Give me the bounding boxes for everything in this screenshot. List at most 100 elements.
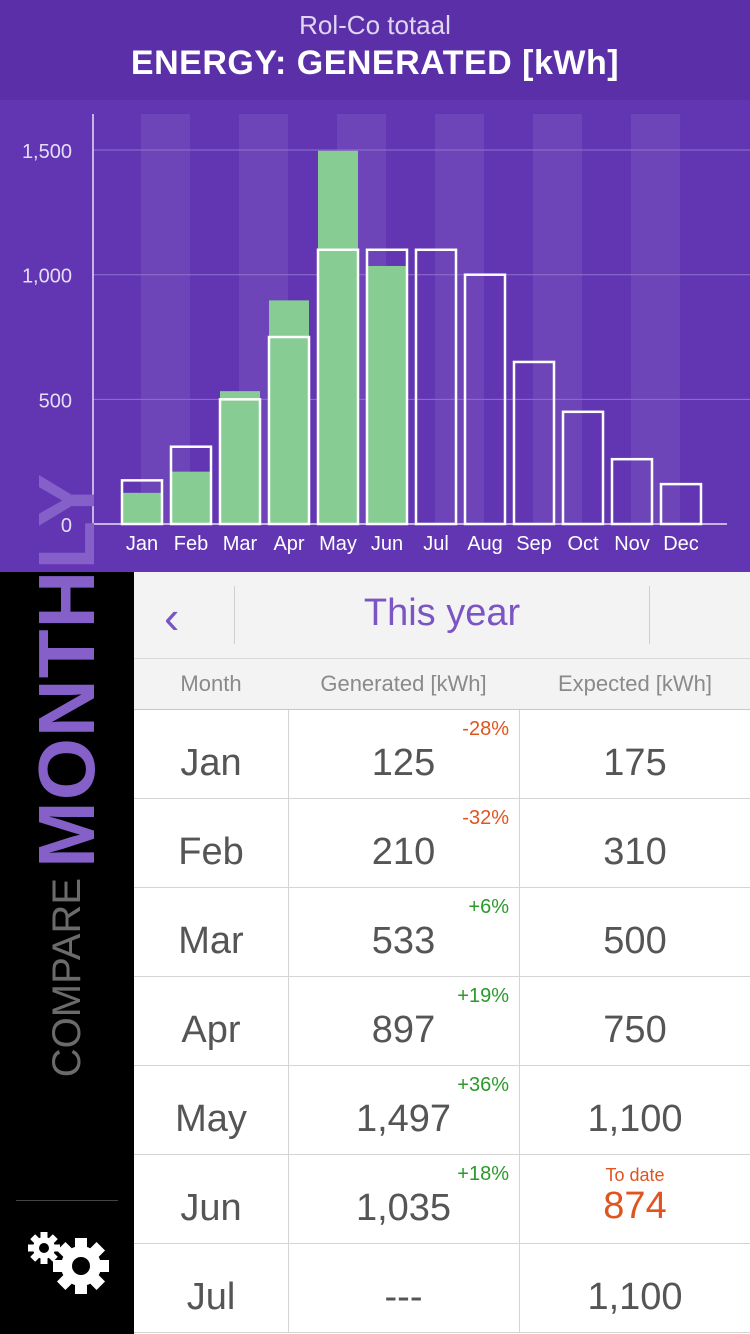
generated-bar [367, 265, 407, 524]
expected-bar [561, 410, 605, 526]
app-header: Rol-Co totaal ENERGY: GENERATED [kWh] [0, 0, 750, 100]
chart-band [533, 114, 582, 524]
generated-value: 1,497 [355, 1098, 452, 1140]
sidebar [0, 572, 134, 1334]
month-cell: May [134, 1066, 289, 1154]
generated-value: 533 [371, 920, 436, 962]
nav-divider-right [649, 586, 650, 644]
nav-divider-left [234, 586, 235, 644]
generated-cell: +6% 533 [288, 888, 520, 976]
expected-cell: 310 [520, 799, 750, 887]
compare-mode-label[interactable]: COMPARE MONTHLY [21, 473, 113, 1077]
generated-value: 897 [371, 1009, 436, 1051]
month-label: Jul [186, 1276, 236, 1318]
expected-value: 175 [603, 742, 667, 784]
expected-bar [610, 457, 654, 526]
table-header: Month Generated [kWh] Expected [kWh] [134, 659, 750, 710]
header-subtitle: Rol-Co totaal [299, 10, 451, 40]
gears-icon[interactable] [26, 1228, 116, 1298]
y-tick-label: 1,500 [22, 141, 72, 163]
month-cell: Jan [134, 710, 289, 798]
table-row[interactable]: Apr +19% 897 750 [134, 977, 750, 1066]
expected-bar [316, 248, 360, 526]
expected-value: 1,100 [587, 1276, 683, 1318]
x-tick-label: Jan [126, 533, 158, 555]
expected-cell: 1,100 [520, 1066, 750, 1154]
table-row[interactable]: Feb -32% 210 310 [134, 799, 750, 888]
x-tick-label: Feb [174, 533, 208, 555]
expected-cell: 500 [520, 888, 750, 976]
x-tick-label: Jul [423, 533, 449, 555]
chart-band [435, 114, 484, 524]
change-percent: -28% [462, 718, 509, 740]
x-tick-label: Oct [567, 533, 599, 555]
table-row[interactable]: Jul --- 1,100 [134, 1244, 750, 1333]
expected-cell: To date 874 [520, 1155, 750, 1243]
generated-bar [220, 391, 260, 524]
chevron-left-icon[interactable]: ‹ [164, 591, 180, 643]
header-month: Month [180, 671, 242, 696]
y-tick-label: 1,000 [22, 266, 72, 288]
generated-cell: --- [288, 1244, 520, 1332]
generated-cell: -28% 125 [288, 710, 520, 798]
x-tick-label: Apr [273, 533, 304, 555]
month-label: Jan [180, 742, 242, 784]
expected-bar [267, 335, 311, 526]
month-label: Jun [180, 1187, 242, 1229]
sidebar-divider [16, 1200, 118, 1201]
header-generated: Generated [kWh] [320, 671, 487, 696]
x-tick-label: Mar [223, 533, 258, 555]
table-row[interactable]: Mar +6% 533 500 [134, 888, 750, 977]
expected-bar [512, 360, 556, 526]
x-tick-label: Sep [516, 533, 552, 555]
expected-bar [218, 398, 262, 526]
x-tick-label: Dec [663, 533, 699, 555]
generated-value: 210 [371, 831, 436, 873]
month-cell: Feb [134, 799, 289, 887]
period-label[interactable]: This year [363, 592, 521, 634]
expected-cell: 750 [520, 977, 750, 1065]
chart-svg: 0 500 1,000 1,500 Jan Feb Mar Apr May Jun Jul Aug Se… [22, 114, 750, 555]
generated-cell: +18% 1,035 [288, 1155, 520, 1243]
chart-band [631, 114, 680, 524]
expected-cell: 1,100 [520, 1244, 750, 1332]
generated-cell: +36% 1,497 [288, 1066, 520, 1154]
generated-value: 125 [371, 742, 436, 784]
generated-value: --- [384, 1276, 423, 1318]
expected-value: 1,100 [587, 1098, 683, 1140]
expected-value: 874 [603, 1185, 667, 1227]
expected-value: 500 [603, 920, 667, 962]
change-percent: +36% [457, 1074, 509, 1096]
change-percent: +19% [457, 985, 509, 1007]
generated-cell: -32% 210 [288, 799, 520, 887]
table-row[interactable]: Jan -28% 125 175 [134, 710, 750, 799]
month-label: May [175, 1098, 247, 1140]
main-panel: ‹ This year Month Generated [kWh] Expect… [134, 572, 750, 1334]
table-row[interactable]: Jun +18% 1,035 To date 874 [134, 1155, 750, 1244]
y-tick-label: 500 [39, 390, 72, 412]
month-label: Mar [178, 920, 244, 962]
expected-bar [169, 445, 213, 526]
month-cell: Apr [134, 977, 289, 1065]
chart-band [141, 114, 190, 524]
generated-bar [171, 471, 211, 524]
x-tick-label: Aug [467, 533, 503, 555]
month-cell: Mar [134, 888, 289, 976]
change-percent: +6% [468, 896, 509, 918]
expected-bar [659, 482, 703, 526]
generated-bar [269, 300, 309, 524]
y-tick-label: 0 [61, 515, 72, 537]
expected-value: 750 [603, 1009, 667, 1051]
month-label: Apr [181, 1009, 241, 1051]
to-date-label: To date [605, 1165, 665, 1185]
x-tick-label: Nov [614, 533, 650, 555]
table-row[interactable]: May +36% 1,497 1,100 [134, 1066, 750, 1155]
expected-bar [463, 273, 507, 526]
generated-value: 1,035 [355, 1187, 452, 1229]
energy-bar-chart: 0 500 1,000 1,500 Jan Feb Mar Apr May Jun Jul Aug Se… [0, 100, 750, 572]
change-percent: -32% [462, 807, 509, 829]
x-tick-label: Jun [371, 533, 403, 555]
generated-bar [122, 492, 162, 524]
header-title: ENERGY: GENERATED [kWh] [130, 44, 620, 82]
period-navigation-bar: ‹ This year [134, 572, 750, 659]
